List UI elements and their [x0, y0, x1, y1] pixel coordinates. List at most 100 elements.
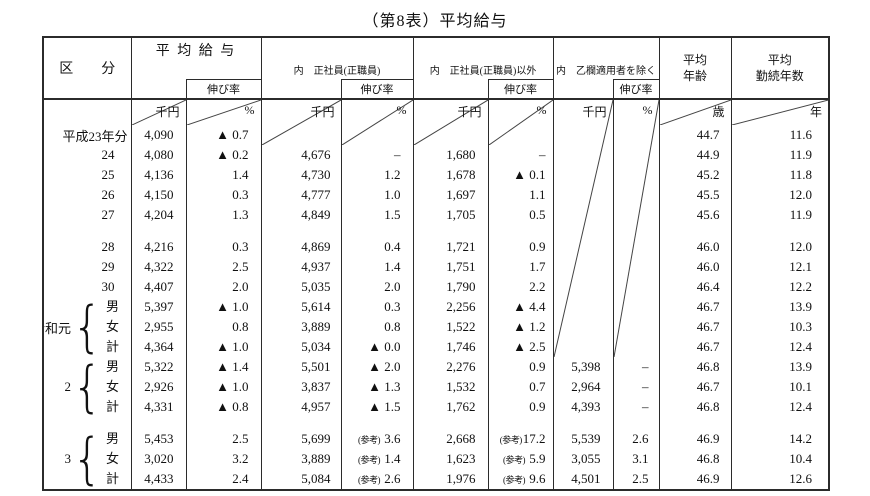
header-row-2 — [43, 61, 829, 79]
cell-age: 46.8 — [658, 449, 732, 469]
cell-otsuran_pct: – — [612, 357, 660, 377]
diagonal-line — [554, 100, 613, 357]
unit-seishain-sen: 千円 — [260, 98, 342, 145]
cell-igai_pct: 1.1 — [487, 185, 554, 205]
table-row: 24 4,080 ▲ 0.2 4,676–1,680–44.9 11.9 — [42, 145, 830, 165]
table-row: 30 4,407 2.0 5,035 2.0 1,790 2.2 46.4 12.2 — [42, 277, 830, 297]
reference-marker: (参考) — [358, 455, 381, 465]
spacer-row — [42, 225, 830, 237]
cell-age: 46.7 — [658, 337, 732, 357]
unit-igai-sen: 千円 — [412, 98, 489, 145]
cell-igai_sen — [412, 417, 489, 429]
table-row: 29 4,322 2.5 4,937 1.4 1,751 1.7 46.0 12.1 — [42, 257, 830, 277]
header-kubun: 区 分 — [42, 36, 132, 100]
cell-years: 12.0 — [730, 185, 830, 205]
unit-label: 歳 — [712, 105, 725, 119]
unit-age: 歳 — [658, 98, 732, 125]
cell-age: 46.9 — [658, 469, 732, 490]
cell-age: 46.0 — [658, 257, 732, 277]
diagonal-line — [262, 100, 341, 145]
cell-years: 12.4 — [730, 337, 830, 357]
diagonal-line — [614, 100, 659, 357]
header-nobiritsu-seishain: 伸び率 — [340, 78, 414, 100]
cell-seishain_pct: 1.4 — [340, 257, 414, 277]
cell-kyuyo_sen: 4,090 — [130, 125, 187, 145]
cell-seishain_sen: 4,676 — [260, 145, 342, 165]
row-label: 30 — [42, 277, 132, 297]
cell-igai_sen: 1,721 — [412, 237, 489, 257]
cell-years: 10.1 — [730, 377, 830, 397]
unit-kyuyo-sen: 千円 — [130, 98, 187, 125]
cell-seishain_sen: 5,084 — [260, 469, 342, 490]
header-otsuran: 内 乙欄適用者を除く — [552, 36, 660, 79]
header-age-line2: 年齢 — [683, 69, 708, 83]
cell-igai_sen: 1,522 — [412, 317, 489, 337]
cell-age: 44.7 — [658, 125, 732, 145]
cell-kyuyo_sen: 4,216 — [130, 237, 187, 257]
cell-age: 46.0 — [658, 237, 732, 257]
cell-kyuyo_sen: 4,364 — [130, 337, 187, 357]
header-empty — [260, 79, 342, 99]
cell-igai_pct: ▲ 1.2 — [487, 317, 554, 337]
unit-row: 千円 % 千円 % 千円 — [42, 98, 830, 357]
cell-seishain_pct: 1.0 — [340, 185, 414, 205]
cell-seishain_sen: 5,614 — [260, 297, 342, 317]
cell-igai_sen: 2,256 — [412, 297, 489, 317]
cell-years: 12.0 — [730, 237, 830, 257]
unit-label: 千円 — [310, 105, 335, 119]
cell-kyuyo_sen: 5,453 — [130, 429, 187, 449]
cell-seishain_sen — [260, 225, 342, 237]
diagonal-line — [187, 100, 261, 125]
table-row: 28 4,216 0.3 4,869 0.4 1,721 0.9 46.0 12.0 — [42, 237, 830, 257]
brace-glyph: { — [71, 357, 103, 417]
cell-kyuyo_pct: 3.2 — [185, 449, 262, 469]
table-header: 区 分 平 均 給 与 内 正社員(正職員) 内 正社員(正職員)以外 内 乙欄… — [42, 36, 830, 100]
unit-kyuyo-pct: % — [185, 98, 262, 125]
cell-seishain_sen: 3,889 — [260, 449, 342, 469]
cell-kyuyo_sen — [130, 225, 187, 237]
cell-years: 12.6 — [730, 469, 830, 490]
cell-seishain_pct: ▲ 0.0 — [340, 337, 414, 357]
cell-kyuyo_pct: 2.0 — [185, 277, 262, 297]
cell-igai_sen: 2,668 — [412, 429, 489, 449]
era-member-label: 計 — [105, 339, 119, 354]
salary-table: 区 分 平 均 給 与 内 正社員(正職員) 内 正社員(正職員)以外 内 乙欄… — [42, 36, 831, 491]
cell-igai_pct: (参考)17.2 — [487, 429, 554, 449]
cell-igai_pct — [487, 417, 554, 429]
cell-seishain_pct: – — [340, 145, 414, 165]
cell-otsuran_sen: 5,539 — [552, 429, 614, 449]
header-nobiritsu-igai: 伸び率 — [487, 78, 554, 100]
cell-kyuyo_sen: 4,322 — [130, 257, 187, 277]
unit-label: 年 — [810, 105, 823, 119]
cell-igai_pct: 0.9 — [487, 237, 554, 257]
cell-seishain_pct: 1.2 — [340, 165, 414, 185]
cell-otsuran_pct: 3.1 — [612, 449, 660, 469]
page-title: （第8表）平均給与 — [362, 13, 508, 30]
cell-years: 11.6 — [730, 125, 830, 145]
cell-kyuyo_sen: 5,397 — [130, 297, 187, 317]
unit-otsuran-sen: 千円 — [552, 98, 614, 357]
era-member-label: 計 — [105, 471, 119, 486]
cell-seishain_pct — [340, 225, 414, 237]
cell-seishain_pct: (参考) 3.6 — [340, 429, 414, 449]
cell-kyuyo_pct: 2.5 — [185, 257, 262, 277]
era-members: 男女計 — [105, 429, 121, 489]
cell-kyuyo_sen: 4,331 — [130, 397, 187, 417]
row-label — [42, 225, 132, 237]
cell-kyuyo_pct: 0.3 — [185, 185, 262, 205]
cell-otsuran_pct: 2.6 — [612, 429, 660, 449]
header-years-line1: 平均 — [767, 52, 792, 67]
era-member-label: 男 — [105, 431, 119, 446]
cell-seishain_pct: 0.4 — [340, 237, 414, 257]
header-age-line1: 平均 — [683, 52, 708, 67]
unit-seishain-pct: % — [340, 98, 414, 145]
cell-seishain_pct: (参考) 1.4 — [340, 449, 414, 469]
cell-otsuran_sen: 4,501 — [552, 469, 614, 490]
cell-kyuyo_pct: 2.4 — [185, 469, 262, 490]
cell-seishain_pct: 1.5 — [340, 205, 414, 225]
spacer-row — [42, 417, 830, 429]
cell-seishain_sen: 4,869 — [260, 237, 342, 257]
cell-kyuyo_pct: 1.4 — [185, 165, 262, 185]
cell-kyuyo_sen — [130, 417, 187, 429]
